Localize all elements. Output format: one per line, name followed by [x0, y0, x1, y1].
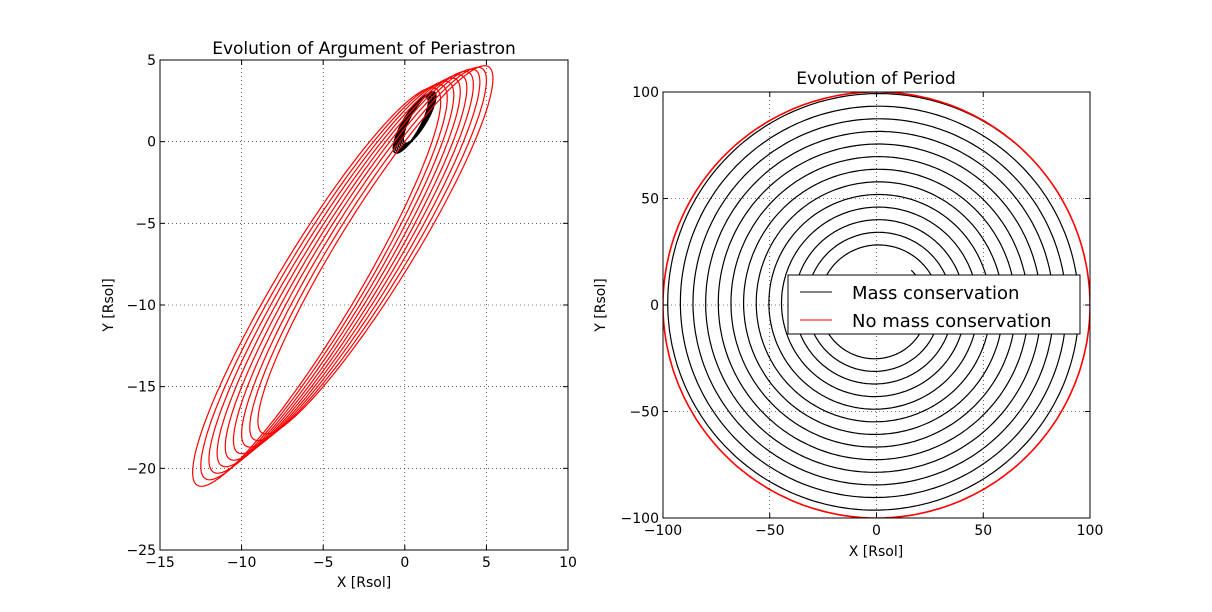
x-tick-label: −100: [644, 523, 682, 539]
y-tick-label: −25: [126, 543, 156, 559]
y-tick-label: −15: [126, 380, 156, 396]
x-tick-label: 10: [559, 555, 577, 571]
red-orbit: [257, 65, 494, 435]
x-axis-label: X [Rsol]: [849, 544, 903, 560]
x-tick-label: 100: [1077, 523, 1104, 539]
y-tick-label: 50: [641, 192, 659, 208]
y-tick-label: −10: [126, 298, 156, 314]
no-mass-conservation-orbit: [663, 92, 1090, 518]
ticks: −100 −50 0 50 100 −100 −50 0 50 100: [621, 85, 1104, 539]
y-tick-label: −20: [126, 461, 156, 477]
legend-label-mass-conservation: Mass conservation: [852, 283, 1019, 304]
x-tick-label: 5: [482, 555, 491, 571]
red-orbit: [200, 83, 448, 481]
y-tick-label: −5: [135, 216, 156, 232]
grid: [160, 60, 568, 550]
y-tick-label: −50: [629, 405, 659, 421]
red-orbit: [216, 77, 461, 468]
x-tick-label: −50: [755, 523, 785, 539]
red-orbit: [232, 70, 474, 455]
chart-title: Evolution of Argument of Periastron: [212, 39, 516, 59]
x-tick-label: 50: [974, 523, 992, 539]
y-axis-label: Y [Rsol]: [593, 278, 609, 332]
ticks: −15 −10 −5 0 5 10 −25 −20 −15 −10 −5 0 5: [126, 53, 576, 571]
y-tick-label: 100: [632, 85, 659, 101]
legend: Mass conservation No mass conservation: [787, 274, 1081, 335]
x-tick-label: 0: [872, 523, 881, 539]
red-orbit: [191, 87, 442, 487]
legend-box: [787, 274, 1081, 335]
x-tick-label: 0: [400, 555, 409, 571]
y-tick-label: 0: [147, 135, 156, 151]
x-tick-label: −5: [313, 555, 334, 571]
legend-label-no-mass-conservation: No mass conservation: [852, 311, 1052, 332]
chart-title: Evolution of Period: [796, 69, 955, 89]
red-orbit: [224, 74, 468, 461]
y-axis-label: Y [Rsol]: [101, 278, 117, 332]
y-tick-label: −100: [621, 511, 659, 527]
x-tick-label: −15: [145, 555, 175, 571]
red-orbit: [240, 68, 481, 448]
period-chart: −100 −50 0 50 100 −100 −50 0 50 100 Evolution of …: [593, 69, 1103, 560]
x-axis-label: X [Rsol]: [337, 575, 391, 591]
y-tick-label: 5: [147, 53, 156, 69]
x-tick-label: −10: [227, 555, 257, 571]
red-orbit: [249, 66, 487, 442]
series-group: [191, 65, 494, 487]
red-orbit: [208, 80, 455, 474]
periastron-chart: −15 −10 −5 0 5 10 −25 −20 −15 −10 −5 0 5 Evolution o…: [101, 39, 577, 591]
y-tick-label: 0: [650, 298, 659, 314]
